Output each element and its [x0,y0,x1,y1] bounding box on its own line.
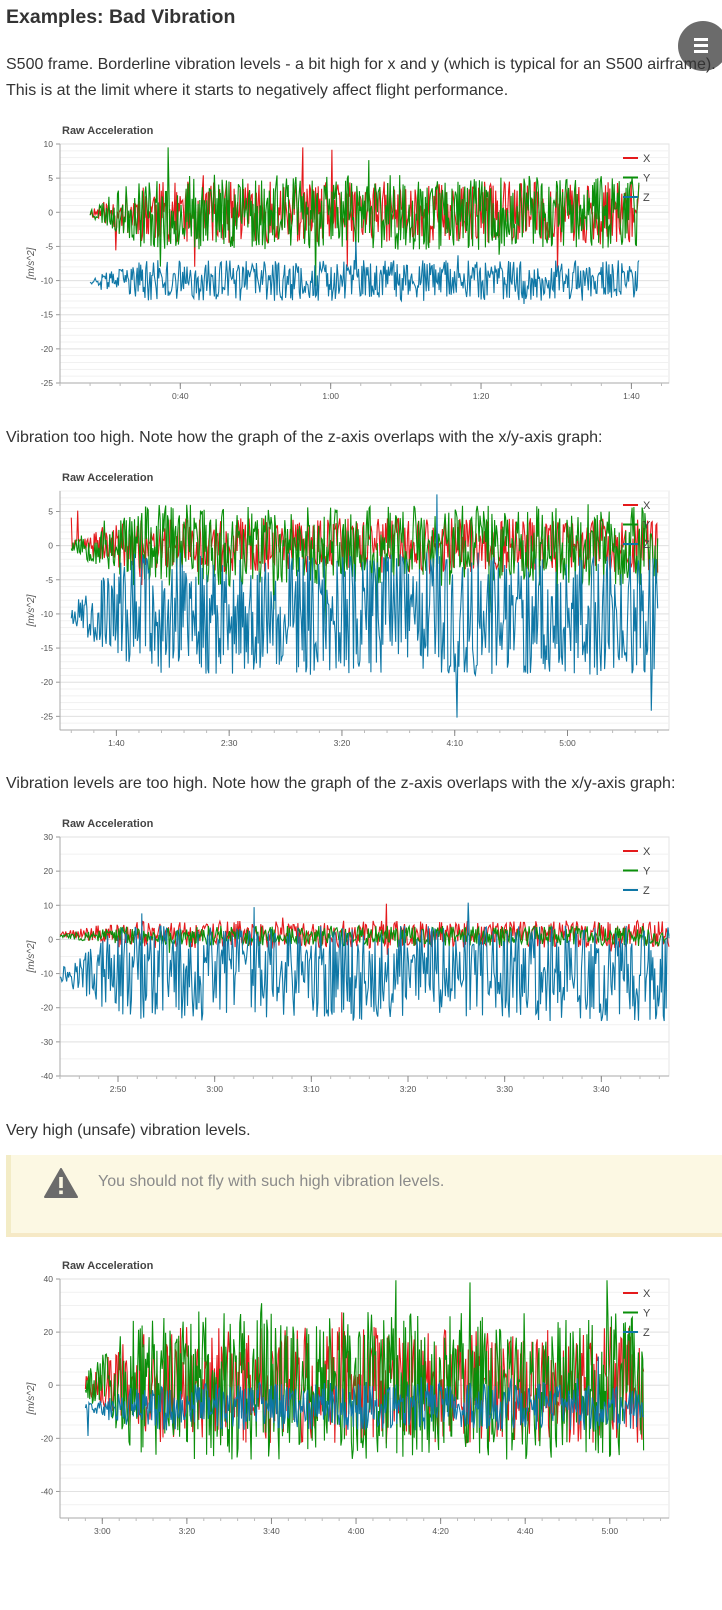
x-tick-label: 2:50 [110,1084,127,1094]
warning-icon [44,1168,78,1198]
chart-svg: Raw Acceleration 10 5 0 -5 -10 -15 -20 -25 0:40 1:… [26,125,670,401]
x-tick-label: 1:00 [322,391,339,401]
y-tick-label: -15 [41,643,54,653]
y-tick-label: 20 [44,1327,54,1337]
series-line-z [70,494,659,718]
x-tick-label: 2:30 [221,738,238,748]
y-tick-label: 10 [44,139,54,149]
chart-title: Raw Acceleration [62,472,154,484]
y-axis-label: [m/s^2] [26,1382,37,1415]
x-tick-label: 3:30 [496,1084,513,1094]
y-axis-label: [m/s^2] [26,247,37,280]
plot-area [59,143,670,384]
x-tick-label: 3:00 [94,1526,111,1536]
y-tick-label: -15 [41,310,54,320]
y-tick-label: -20 [41,344,54,354]
y-tick-label: -40 [41,1486,54,1496]
y-tick-label: 40 [44,1274,54,1284]
chart-svg: Raw Acceleration 30 20 10 0 -10 -20 -30 -40 2:50 3… [26,818,670,1094]
x-tick-label: 5:00 [559,738,576,748]
x-tick-label: 1:40 [623,391,640,401]
legend-label: Z [643,885,650,897]
legend-label: Y [643,173,651,185]
x-tick-label: 4:40 [517,1526,534,1536]
y-tick-label: -30 [41,1037,54,1047]
legend-label: X [643,1288,651,1300]
x-tick-label: 3:00 [206,1084,223,1094]
hamburger-menu-icon [694,38,708,41]
series-line-y [89,147,640,287]
y-tick-label: 30 [44,832,54,842]
y-tick-label: 10 [44,900,54,910]
y-tick-label: -25 [41,711,54,721]
chart-unsafe-vibration: Raw Acceleration 40 20 0 -20 -40 3:00 3:20 3:40 4… [14,1250,672,1543]
legend-label: X [643,500,651,512]
legend-label: Z [643,192,650,204]
warning-callout: You should not fly with such high vibrat… [6,1155,722,1237]
paragraph-s500-line2: This is at the limit where it starts to … [6,82,509,99]
chart-title: Raw Acceleration [62,125,154,137]
x-tick-label: 3:20 [179,1526,196,1536]
paragraph-unsafe-vibration: Very high (unsafe) vibration levels. [6,1122,251,1139]
paragraph-vibration-too-high: Vibration too high. Note how the graph o… [6,429,603,446]
warning-text: You should not fly with such high vibrat… [98,1173,445,1190]
menu-button[interactable] [678,21,722,71]
x-tick-label: 3:20 [400,1084,417,1094]
page-title: Examples: Bad Vibration [6,6,236,28]
y-tick-label: -20 [41,1433,54,1443]
y-tick-label: 0 [48,541,53,551]
y-tick-label: -5 [45,241,53,251]
chart-s500-borderline: Raw Acceleration 10 5 0 -5 -10 -15 -20 -25 0:40 1:… [14,115,672,408]
legend-label: X [643,846,651,858]
y-tick-label: -25 [41,378,54,388]
y-tick-label: -10 [41,969,54,979]
y-tick-label: 5 [48,506,53,516]
series-line-z [84,1356,645,1437]
x-tick-label: 1:20 [473,391,490,401]
series-line-z [59,902,670,1022]
legend-label: Z [643,539,650,551]
chart-vibration-too-high: Raw Acceleration 5 0 -5 -10 -15 -20 -25 1:40 2:30… [14,462,672,755]
x-tick-label: 3:10 [303,1084,320,1094]
y-tick-label: -10 [41,609,54,619]
y-tick-label: 5 [48,173,53,183]
series-line-y [70,504,659,625]
legend-label: Z [643,1327,650,1339]
x-tick-label: 0:40 [172,391,189,401]
chart-title: Raw Acceleration [62,818,154,830]
y-tick-label: -10 [41,276,54,286]
x-tick-label: 3:40 [263,1526,280,1536]
legend-label: Y [643,1308,651,1320]
y-tick-label: -20 [41,1003,54,1013]
y-tick-label: -5 [45,575,53,585]
y-tick-label: 20 [44,866,54,876]
series-line-y [84,1280,645,1460]
series-line-z [89,241,640,305]
y-tick-label: 0 [48,207,53,217]
paragraph-vibration-levels-too-high: Vibration levels are too high. Note how … [6,775,676,792]
legend-label: Y [643,866,651,878]
x-tick-label: 3:20 [334,738,351,748]
y-axis-label: [m/s^2] [26,594,37,627]
paragraph-s500-line1: S500 frame. Borderline vibration levels … [6,56,716,73]
y-tick-label: 0 [48,934,53,944]
x-tick-label: 5:00 [602,1526,619,1536]
x-tick-label: 4:00 [348,1526,365,1536]
chart-svg: Raw Acceleration 5 0 -5 -10 -15 -20 -25 1:40 2:30… [26,472,670,748]
x-tick-label: 1:40 [108,738,125,748]
y-tick-label: 0 [48,1380,53,1390]
y-tick-label: -40 [41,1071,54,1081]
y-tick-label: -20 [41,677,54,687]
legend-label: Y [643,520,651,532]
chart-svg: Raw Acceleration 40 20 0 -20 -40 3:00 3:20 3:40 4… [26,1260,670,1536]
y-axis-label: [m/s^2] [26,940,37,973]
legend-label: X [643,153,651,165]
x-tick-label: 3:40 [593,1084,610,1094]
x-tick-label: 4:20 [432,1526,449,1536]
x-tick-label: 4:10 [446,738,463,748]
chart-title: Raw Acceleration [62,1260,154,1272]
chart-vibration-levels-too-high: Raw Acceleration 30 20 10 0 -10 -20 -30 -40 2:50 3… [14,808,672,1101]
